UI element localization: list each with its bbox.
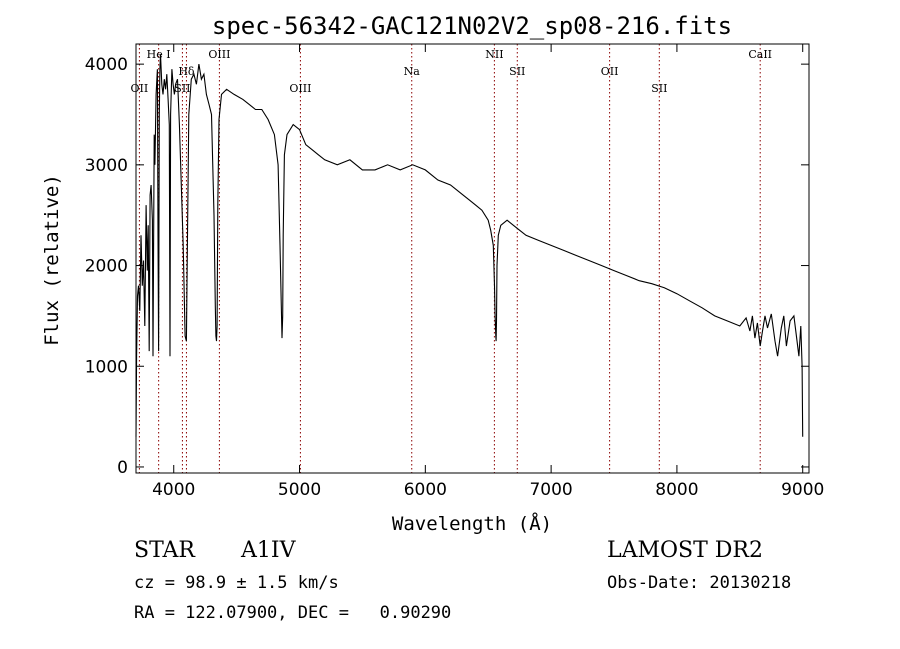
x-tick-label: 4000 (152, 480, 195, 500)
marker-label: Na (404, 65, 421, 78)
redshift-velocity: cz = 98.9 ± 1.5 km/s (134, 573, 339, 593)
x-axis-label: Wavelength (Å) (392, 512, 552, 535)
x-tick-label: 7000 (529, 480, 572, 500)
marker-label: OIII (289, 82, 311, 95)
line-markers: He I OII SII Hδ OIII OIII Na NII SII OII SII CaII (131, 44, 772, 473)
y-tick-label: 0 (117, 458, 128, 478)
marker-label: OIII (208, 48, 230, 61)
coordinates: RA = 122.07900, DEC = 0.90290 (134, 603, 452, 623)
x-tick-label: 8000 (655, 480, 698, 500)
marker-label: OII (601, 65, 619, 78)
y-tick-label: 4000 (85, 55, 128, 75)
axis-ticks: 4000 5000 6000 7000 8000 9000 0 1000 2000 3000 400… (85, 44, 824, 500)
x-tick-label: 9000 (781, 480, 824, 500)
marker-label: Hδ (178, 65, 195, 78)
x-tick-label: 5000 (278, 480, 321, 500)
spectrum-chart: spec-56342-GAC121N02V2_sp08-216.fits He … (41, 12, 824, 535)
chart-title: spec-56342-GAC121N02V2_sp08-216.fits (212, 12, 732, 40)
x-tick-label: 6000 (404, 480, 447, 500)
y-tick-label: 2000 (85, 257, 128, 277)
marker-label: NII (485, 48, 503, 61)
marker-label: SII (509, 65, 525, 78)
survey-name: LAMOST DR2 (607, 538, 763, 563)
marker-label: SII (651, 82, 667, 95)
marker-label: CaII (748, 48, 772, 61)
spectrum-line (135, 54, 804, 437)
y-tick-label: 3000 (85, 156, 128, 176)
spectral-subclass: A1IV (241, 538, 296, 563)
marker-label: OII (131, 82, 149, 95)
plot-frame (135, 43, 810, 474)
y-tick-label: 1000 (85, 357, 128, 377)
marker-label: He I (147, 48, 171, 61)
observation-date: Obs-Date: 20130218 (607, 573, 792, 593)
y-axis-label: Flux (relative) (41, 174, 63, 346)
marker-label: SII (174, 82, 190, 95)
object-class: STAR (134, 538, 195, 563)
